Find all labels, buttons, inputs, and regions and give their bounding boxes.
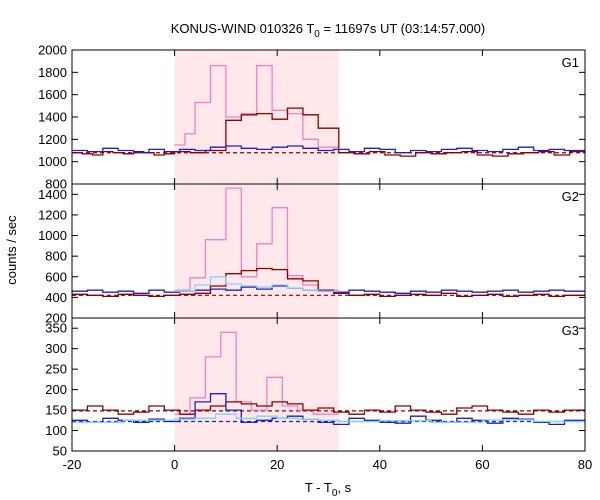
y-tick-label: 400 <box>45 290 67 305</box>
panel-g1: 800 1000 1200 1400 1600 1800 2000 G1 <box>38 43 586 192</box>
y-tick-label: 1600 <box>38 87 67 102</box>
y-tick-label: 1000 <box>38 154 67 169</box>
y-axis-label: counts / sec <box>4 215 19 285</box>
x-tick-label: -20 <box>63 457 82 472</box>
series-line-g2-0 <box>174 187 339 291</box>
y-tick-label: 1400 <box>38 187 67 202</box>
y-tick-label: 1200 <box>38 207 67 222</box>
x-axis-label-subscript: 0 <box>332 488 338 499</box>
panel-label-g2: G2 <box>562 189 579 204</box>
panel-g3: 50 100 150 200 250 300 350 G3 <box>45 317 586 459</box>
series-line-g2-1 <box>72 267 585 298</box>
chart-title: KONUS-WIND 010326 T0 = 11697s UT (03:14:… <box>171 21 485 40</box>
panel-label-g3: G3 <box>562 323 579 338</box>
panel-plot-area <box>72 331 585 426</box>
y-tick-label: 350 <box>45 321 67 336</box>
series-line-g1-0 <box>174 64 339 148</box>
panel-g2: 200 400 600 800 1000 1200 1400 G2 <box>38 183 586 326</box>
series-line-g1-2 <box>72 145 585 154</box>
y-tick-label: 300 <box>45 341 67 356</box>
series-line-g3-3 <box>72 413 585 424</box>
series-line-g3-2 <box>72 393 585 426</box>
y-tick-label: 150 <box>45 403 67 418</box>
series-line-g3-1 <box>72 401 585 415</box>
y-tick-label: 250 <box>45 362 67 377</box>
series-line-g3-0 <box>174 331 339 415</box>
panel-plot-area <box>72 64 585 157</box>
y-tick-label: 800 <box>45 177 67 192</box>
plot-layer: 800100012001400160018002000G120040060080… <box>38 43 592 473</box>
y-tick-label: 600 <box>45 269 67 284</box>
x-axis-label: T - T0, s <box>305 480 352 499</box>
panel-label-g1: G1 <box>562 55 579 70</box>
y-tick-label: 800 <box>45 249 67 264</box>
x-tick-label: 40 <box>373 457 387 472</box>
y-tick-label: 1400 <box>38 110 67 125</box>
y-tick-label: 1200 <box>38 132 67 147</box>
x-tick-label: 60 <box>475 457 489 472</box>
panel-frame <box>71 317 586 452</box>
x-tick-label: 0 <box>171 457 178 472</box>
chart-title-subscript: 0 <box>314 29 320 40</box>
y-tick-label: 200 <box>45 311 67 326</box>
y-tick-label: 1800 <box>38 65 67 80</box>
y-tick-label: 100 <box>45 423 67 438</box>
x-tick-label: 80 <box>578 457 592 472</box>
y-tick-label: 50 <box>53 444 67 459</box>
x-tick-label: 20 <box>270 457 284 472</box>
y-tick-label: 2000 <box>38 43 67 58</box>
panel-plot-area <box>72 187 585 298</box>
series-line-g2-3 <box>174 276 339 292</box>
y-tick-label: 200 <box>45 382 67 397</box>
y-tick-label: 1000 <box>38 228 67 243</box>
